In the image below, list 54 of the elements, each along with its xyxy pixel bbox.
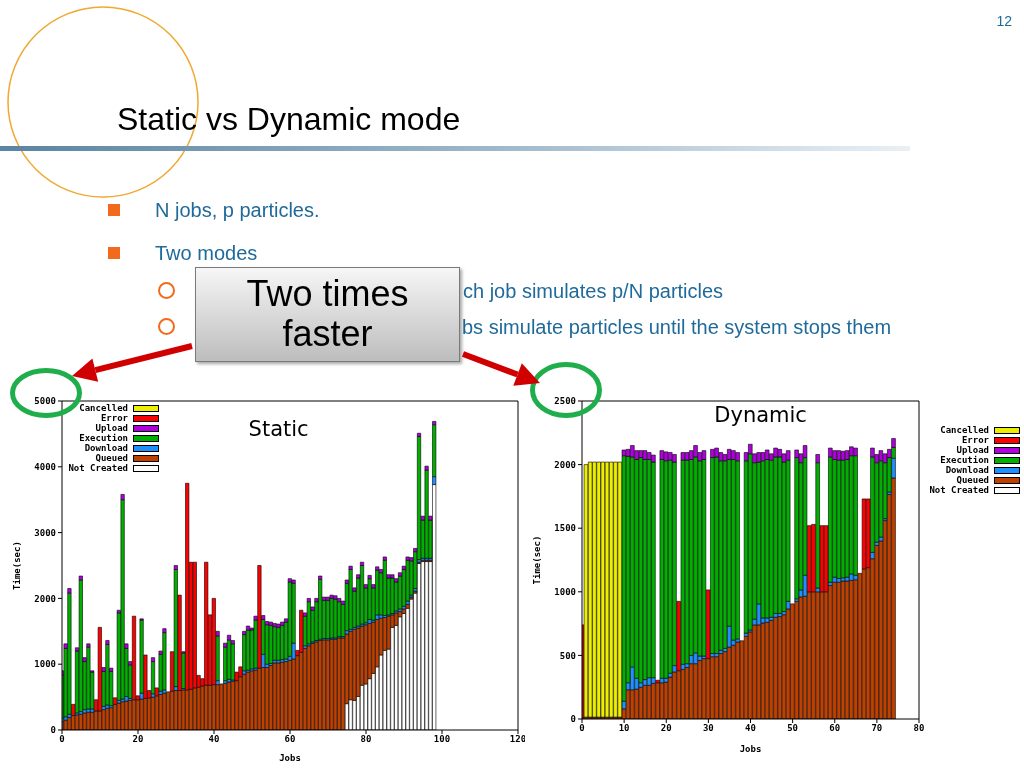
x-tick-label: 30 (702, 723, 714, 734)
x-tick-label: 10 (618, 723, 630, 734)
text: N jobs, p particles. (155, 199, 320, 222)
y-tick-label: 3000 (34, 527, 56, 538)
y-tick-label: 0 (570, 714, 576, 725)
x-tick-label: 80 (360, 734, 372, 745)
legend-label: Execution (78, 433, 128, 443)
legend-label: Upload (95, 423, 128, 433)
legend-label: Not Created (67, 463, 128, 473)
y-tick-label: 500 (559, 650, 576, 661)
legend-label: Cancelled (939, 425, 989, 435)
y-tick-label: 4000 (34, 461, 56, 472)
legend-label: Execution (939, 455, 989, 465)
legend-label: Not Created (928, 485, 989, 495)
x-tick-label: 40 (745, 723, 756, 734)
legend-label: Download (83, 443, 128, 453)
text: Static (248, 417, 309, 441)
legend-label: Error (960, 435, 989, 445)
y-tick-label: 1000 (34, 659, 56, 670)
x-axis-title: Jobs (279, 753, 301, 763)
chart-title: Dynamic (714, 403, 807, 427)
legend-label: Error (99, 413, 128, 423)
text: 12 (996, 12, 1012, 31)
legend-label: Cancelled (78, 403, 128, 413)
legend-label: Queued (94, 453, 128, 463)
y-tick-label: 2000 (554, 459, 576, 470)
x-tick-label: 70 (871, 723, 883, 734)
y-tick-label: 2500 (554, 396, 576, 407)
legend-label: Upload (956, 445, 989, 455)
x-axis-title: Jobs (739, 744, 762, 754)
x-tick-label: 40 (208, 734, 220, 745)
y-axis-title: Time(sec) (11, 541, 22, 590)
y-tick-label: 2000 (34, 593, 56, 604)
legend-label: Queued (955, 475, 989, 485)
x-tick-label: 120 (509, 734, 527, 745)
text: Two modes (155, 242, 258, 265)
x-tick-label: 60 (829, 723, 841, 734)
x-tick-label: 80 (913, 723, 925, 734)
text: bs simulate particles until the system stops them (462, 316, 892, 339)
x-tick-label: 60 (284, 734, 296, 745)
y-axis-title: Time(sec) (531, 535, 542, 585)
x-tick-label: 50 (787, 723, 799, 734)
x-tick-label: 0 (59, 734, 65, 745)
text: Static vs Dynamic mode (117, 101, 461, 137)
text: ch job simulates p/N particles (463, 280, 724, 303)
y-tick-label: 1500 (554, 523, 576, 534)
legend-label: Download (944, 465, 989, 475)
x-tick-label: 100 (433, 734, 451, 745)
y-tick-label: 5000 (34, 396, 56, 407)
x-tick-label: 0 (579, 723, 585, 734)
x-tick-label: 20 (660, 723, 672, 734)
x-tick-label: 20 (132, 734, 144, 745)
y-tick-label: 1000 (554, 586, 576, 597)
callout-box: Two times faster (195, 267, 460, 362)
